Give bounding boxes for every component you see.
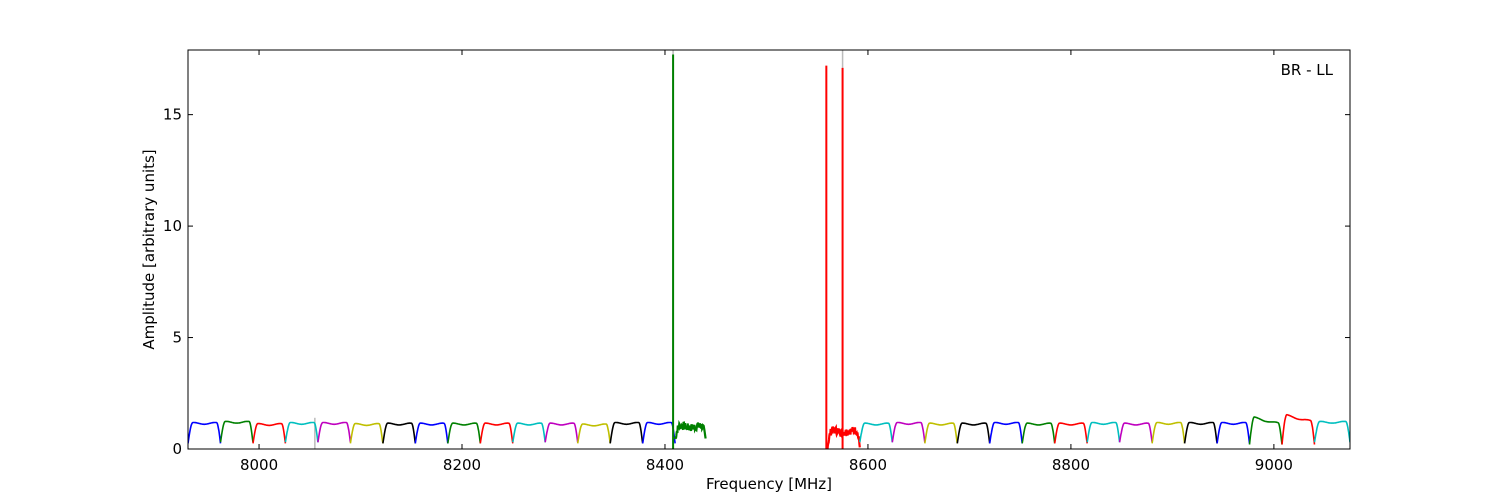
plot-content bbox=[188, 50, 1350, 449]
x-tick-label: 9000 bbox=[1255, 456, 1293, 474]
x-tick-label: 8000 bbox=[240, 456, 278, 474]
band-series-line bbox=[544, 422, 579, 443]
band-series-line bbox=[1183, 421, 1218, 444]
band-series-line bbox=[1053, 422, 1088, 444]
band-series-line bbox=[576, 423, 611, 444]
band-series-line bbox=[1118, 422, 1153, 443]
band-series-line bbox=[479, 422, 514, 444]
band-series-line bbox=[1086, 421, 1121, 443]
band-series-line bbox=[284, 421, 319, 443]
band-series-line bbox=[988, 421, 1023, 444]
band-series-line bbox=[1021, 422, 1056, 444]
band-series-line bbox=[317, 421, 352, 443]
x-tick-label: 8600 bbox=[849, 456, 887, 474]
plot-frame bbox=[187, 49, 1351, 450]
y-tick-label: 5 bbox=[172, 329, 182, 347]
x-tick-label: 8800 bbox=[1052, 456, 1090, 474]
axis-ticks: 8000 8200 8400 8600 8800 9000 0 5 10 15 bbox=[163, 50, 1350, 474]
band-series-line bbox=[1313, 420, 1350, 443]
band-series-line bbox=[1151, 421, 1186, 444]
y-tick-label: 15 bbox=[163, 106, 182, 124]
band-series-line bbox=[447, 422, 482, 444]
band-series-line bbox=[252, 422, 287, 444]
band-series-line bbox=[1248, 416, 1283, 445]
band-series-line bbox=[1216, 421, 1251, 444]
x-tick-label: 8400 bbox=[646, 456, 684, 474]
x-axis-label: Frequency [MHz] bbox=[706, 475, 832, 493]
band-series-line bbox=[414, 422, 449, 444]
band-series-line bbox=[349, 422, 384, 444]
band-series-line bbox=[826, 423, 861, 449]
x-tick-label: 8200 bbox=[443, 456, 481, 474]
band-series-line bbox=[609, 421, 644, 444]
band-series-line bbox=[641, 421, 676, 444]
chart-annotation: BR - LL bbox=[1281, 61, 1334, 79]
band-series-line bbox=[859, 422, 894, 443]
band-series-line bbox=[924, 422, 959, 444]
band-series-line bbox=[891, 421, 926, 443]
band-series-line bbox=[1281, 413, 1316, 445]
y-axis-label: Amplitude [arbitrary units] bbox=[140, 149, 158, 349]
band-series-line bbox=[512, 422, 546, 443]
y-tick-label: 0 bbox=[172, 440, 182, 458]
band-series-line bbox=[188, 421, 222, 444]
band-series-line bbox=[219, 420, 254, 443]
y-tick-label: 10 bbox=[163, 217, 182, 235]
band-series-line bbox=[956, 422, 991, 444]
band-series-line bbox=[382, 422, 417, 444]
band-series-line bbox=[674, 419, 707, 440]
